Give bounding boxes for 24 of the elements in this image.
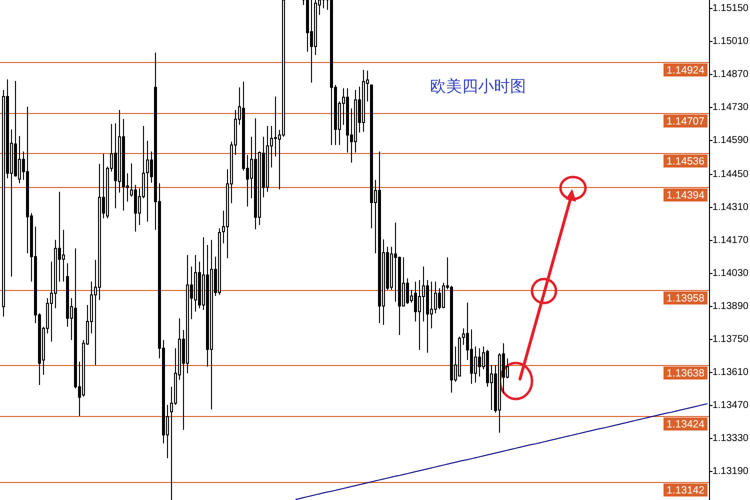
y-tick-label: 1.14450 [712,169,749,180]
y-tick-label: 1.14730 [712,102,749,113]
ref-line-label: 1.13142 [666,484,705,496]
y-tick-label: 1.14170 [712,235,749,246]
ref-line-label: 1.13424 [666,418,705,430]
text: 欧美四小时图 [430,78,526,96]
y-tick-label: 1.13610 [712,367,749,378]
ref-line-label: 1.14536 [666,156,705,168]
ref-line-label: 1.13958 [666,292,705,304]
y-tick-label: 1.13190 [712,466,749,477]
y-tick-label: 1.14310 [712,202,749,213]
y-tick-label: 1.15010 [712,36,749,47]
y-tick-label: 1.13750 [712,334,749,345]
y-tick-label: 1.14590 [712,135,749,146]
y-tick-label: 1.13890 [712,301,749,312]
ref-line-label: 1.14924 [666,64,705,76]
ref-line-label: 1.14707 [666,116,705,128]
y-tick-label: 1.15150 [712,3,749,14]
y-tick-label: 1.13330 [712,433,749,444]
y-tick-label: 1.14870 [712,69,749,80]
ref-line-label: 1.14394 [666,190,705,202]
ref-line-label: 1.13638 [666,368,705,380]
y-tick-label: 1.13470 [712,400,749,411]
y-tick-label: 1.14030 [712,268,749,279]
